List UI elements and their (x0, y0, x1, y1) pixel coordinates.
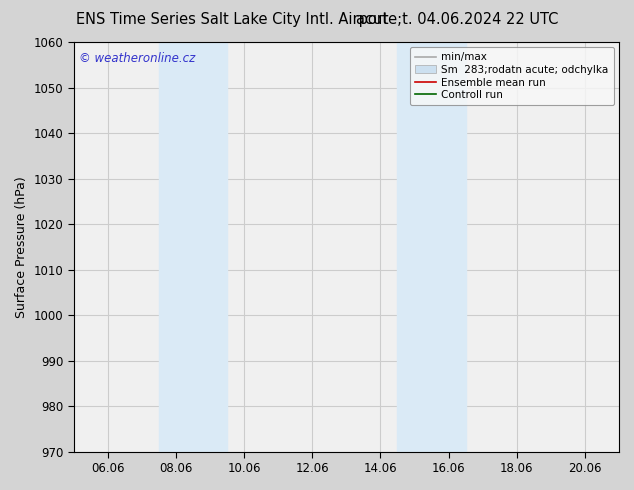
Legend: min/max, Sm  283;rodatn acute; odchylka, Ensemble mean run, Controll run: min/max, Sm 283;rodatn acute; odchylka, … (410, 47, 614, 105)
Text: © weatheronline.cz: © weatheronline.cz (79, 52, 195, 65)
Bar (159, 42, 227, 452)
Text: acute;t. 04.06.2024 22 UTC: acute;t. 04.06.2024 22 UTC (356, 12, 558, 27)
Y-axis label: Surface Pressure (hPa): Surface Pressure (hPa) (15, 176, 28, 318)
Bar (398, 42, 465, 452)
Text: ENS Time Series Salt Lake City Intl. Airport: ENS Time Series Salt Lake City Intl. Air… (76, 12, 389, 27)
